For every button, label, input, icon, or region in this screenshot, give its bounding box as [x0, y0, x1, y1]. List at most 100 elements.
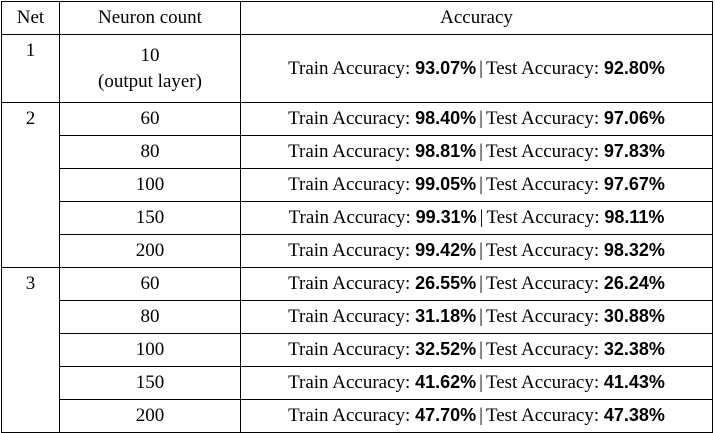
net-id-cell: 3 [1, 267, 60, 433]
neuron-count-cell: 80 [59, 135, 241, 169]
separator: | [479, 339, 483, 360]
neuron-count-note: (output layer) [98, 70, 202, 92]
neuron-count-cell: 200 [59, 234, 241, 268]
test-accuracy-label: Test Accuracy: [485, 405, 604, 426]
separator: | [479, 141, 483, 162]
train-accuracy-label: Train Accuracy: [288, 273, 416, 294]
train-accuracy-value: 31.18% [415, 306, 477, 326]
accuracy-cell: Train Accuracy: 31.18% | Test Accuracy: 30… [240, 300, 713, 334]
table-row: 200 Train Accuracy: 99.42% | Test Accuracy:… [2, 234, 713, 268]
table-body: 1 10 (output layer) Train Accuracy: 93.07% |… [1, 34, 713, 433]
separator: | [479, 240, 483, 261]
test-accuracy-value: 97.67% [603, 174, 665, 194]
separator: | [479, 174, 483, 195]
accuracy-cell: Train Accuracy: 98.40% | Test Accuracy: 97… [240, 102, 713, 136]
neuron-count-cell: 60 [59, 102, 241, 136]
accuracy-cell: Train Accuracy: 26.55% | Test Accuracy: 26… [240, 267, 713, 301]
neuron-count-cell: 150 [59, 366, 241, 400]
accuracy-cell: Train Accuracy: 32.52% | Test Accuracy: 32… [240, 333, 713, 367]
table-row: 1 10 (output layer) Train Accuracy: 93.07% |… [1, 34, 713, 103]
separator: | [479, 57, 483, 79]
test-accuracy-label: Test Accuracy: [485, 273, 604, 294]
neuron-count-cell: 10 (output layer) [59, 34, 241, 103]
test-accuracy-label: Test Accuracy: [485, 57, 604, 79]
train-accuracy-value: 32.52% [415, 339, 477, 359]
test-accuracy-value: 26.24% [603, 273, 665, 293]
train-accuracy-label: Train Accuracy: [288, 141, 416, 162]
train-accuracy-value: 47.70% [415, 405, 477, 425]
separator: | [479, 108, 483, 129]
header-accuracy: Accuracy [240, 1, 713, 35]
net-id-cell: 2 [1, 102, 60, 268]
train-accuracy-label: Train Accuracy: [288, 207, 416, 228]
neuron-count-cell: 200 [59, 399, 241, 433]
separator: | [479, 207, 484, 228]
test-accuracy-value: 97.06% [603, 108, 665, 128]
test-accuracy-value: 47.38% [603, 405, 665, 425]
neuron-count-cell: 80 [59, 300, 241, 334]
table-row: 80 Train Accuracy: 98.81% | Test Accuracy: … [2, 135, 713, 169]
accuracy-cell: Train Accuracy: 99.31% | Test Accuracy: 98… [240, 201, 713, 235]
header-net: Net [1, 1, 60, 35]
neuron-count-value: 10 [140, 44, 160, 66]
table-row: 200 Train Accuracy: 47.70% | Test Accuracy:… [2, 399, 713, 433]
neuron-count-value: 60 [140, 273, 160, 294]
train-accuracy-label: Train Accuracy: [288, 57, 416, 79]
header-neuron-count: Neuron count [59, 1, 241, 35]
table-row: 3 60 Train Accuracy: 26.55% | Test Accuracy:… [1, 267, 713, 433]
neuron-count-value: 200 [135, 240, 165, 261]
train-accuracy-label: Train Accuracy: [288, 405, 416, 426]
net-id-cell: 1 [1, 34, 60, 103]
test-accuracy-value: 41.43% [603, 372, 665, 392]
neuron-count-value: 80 [140, 141, 160, 162]
separator: | [479, 273, 483, 294]
test-accuracy-value: 30.88% [603, 306, 665, 326]
neuron-count-cell: 100 [59, 333, 241, 367]
test-accuracy-label: Test Accuracy: [485, 240, 604, 261]
train-accuracy-label: Train Accuracy: [288, 240, 416, 261]
accuracy-cell: Train Accuracy: 41.62% | Test Accuracy: 41… [240, 366, 713, 400]
neuron-count-value: 100 [135, 174, 165, 195]
train-accuracy-value: 99.31% [415, 207, 477, 227]
neuron-count-value: 80 [140, 306, 160, 327]
train-accuracy-value: 98.40% [415, 108, 477, 128]
test-accuracy-value: 98.11% [604, 207, 665, 227]
table-row: 2 60 Train Accuracy: 98.40% | Test Accuracy:… [1, 102, 713, 268]
test-accuracy-value: 92.80% [603, 57, 665, 78]
test-accuracy-value: 97.83% [603, 141, 665, 161]
neuron-count-cell: 100 [59, 168, 241, 202]
neuron-count-value: 100 [135, 339, 165, 360]
table-row: 150 Train Accuracy: 99.31% | Test Accuracy:… [2, 201, 713, 235]
train-accuracy-value: 98.81% [415, 141, 477, 161]
train-accuracy-label: Train Accuracy: [288, 174, 416, 195]
train-accuracy-value: 41.62% [415, 372, 477, 392]
train-accuracy-value: 99.05% [415, 174, 477, 194]
accuracy-cell: Train Accuracy: 99.05% | Test Accuracy: 97… [240, 168, 713, 202]
table-row: 100 Train Accuracy: 32.52% | Test Accuracy:… [2, 333, 713, 367]
separator: | [479, 405, 483, 426]
test-accuracy-label: Test Accuracy: [485, 108, 604, 129]
neuron-count-value: 150 [135, 372, 165, 393]
train-accuracy-value: 26.55% [415, 273, 477, 293]
test-accuracy-label: Test Accuracy: [485, 339, 604, 360]
table-row: 80 Train Accuracy: 31.18% | Test Accuracy: … [2, 300, 713, 334]
separator: | [479, 306, 483, 327]
separator: | [479, 372, 483, 393]
train-accuracy-value: 99.42% [415, 240, 477, 260]
table-row: 150 Train Accuracy: 41.62% | Test Accuracy:… [2, 366, 713, 400]
accuracy-cell: Train Accuracy: 99.42% | Test Accuracy: 98… [240, 234, 713, 268]
neuron-count-value: 60 [140, 108, 160, 129]
train-accuracy-label: Train Accuracy: [288, 372, 416, 393]
test-accuracy-label: Test Accuracy: [485, 372, 604, 393]
train-accuracy-label: Train Accuracy: [288, 339, 416, 360]
train-accuracy-label: Train Accuracy: [288, 108, 416, 129]
header-row: Net Neuron count Accuracy [1, 1, 713, 35]
train-accuracy-value: 93.07% [415, 57, 477, 78]
neuron-count-value: 200 [135, 405, 165, 426]
neuron-count-cell: 60 [59, 267, 241, 301]
test-accuracy-label: Test Accuracy: [486, 207, 605, 228]
table-row: 100 Train Accuracy: 99.05% | Test Accuracy:… [2, 168, 713, 202]
accuracy-cell: Train Accuracy: 93.07% | Test Accuracy: 92… [240, 34, 713, 103]
train-accuracy-label: Train Accuracy: [288, 306, 416, 327]
